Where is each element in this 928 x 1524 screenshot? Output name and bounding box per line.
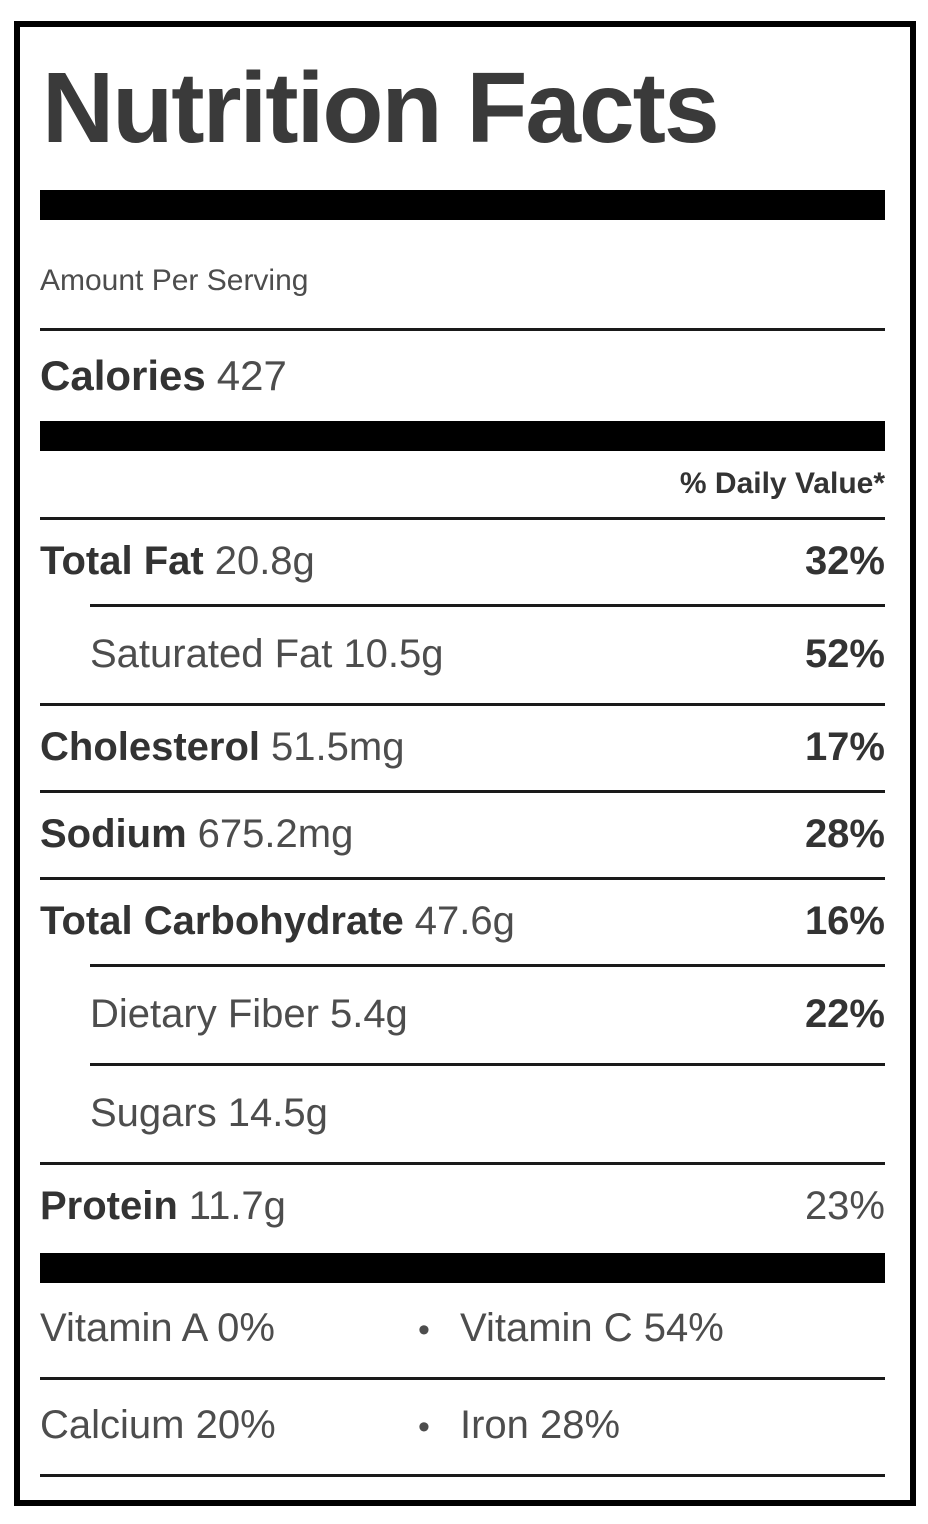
nutrient-daily-value: 16%: [804, 899, 885, 943]
nutrient-amount: 11.7g: [188, 1184, 286, 1228]
nutrient-text: Protein 11.7g: [40, 1185, 286, 1227]
divider: [40, 790, 885, 793]
nutrient-daily-value: 52%: [804, 632, 885, 676]
divider: [40, 328, 885, 331]
divider: [40, 877, 885, 880]
nutrient-row-dietary-fiber: Dietary Fiber 5.4g 22%: [40, 967, 885, 1063]
nutrient-daily-value: 17%: [804, 725, 885, 769]
divider: [40, 1474, 885, 1477]
calories-value: 427: [216, 352, 287, 399]
nutrient-row-sodium: Sodium 675.2mg 28%: [40, 793, 885, 877]
nutrient-name: Dietary Fiber: [90, 992, 319, 1036]
daily-value-header: % Daily Value*: [679, 467, 885, 500]
nutrient-text: Dietary Fiber 5.4g: [90, 993, 408, 1035]
divider-indented: [90, 964, 885, 967]
divider-indented: [90, 604, 885, 607]
nutrient-amount: 51.5mg: [271, 725, 405, 769]
divider: [40, 1377, 885, 1380]
nutrient-row-protein: Protein 11.7g 23%: [40, 1165, 885, 1249]
bullet-separator: •: [418, 1311, 430, 1349]
nutrient-name: Saturated Fat: [90, 632, 333, 676]
bullet-separator: •: [418, 1408, 430, 1446]
nutrient-amount: 10.5g: [343, 632, 444, 676]
nutrient-text: Total Carbohydrate 47.6g: [40, 900, 515, 942]
micronutrient-row-minerals: Calcium 20% • Iron 28%: [40, 1380, 885, 1474]
nutrient-name: Cholesterol: [40, 725, 261, 769]
divider: [40, 1162, 885, 1165]
nutrient-row-saturated-fat: Saturated Fat 10.5g 52%: [40, 607, 885, 703]
label-title: Nutrition Facts: [42, 52, 720, 164]
nutrient-row-sugars: Sugars 14.5g: [40, 1066, 885, 1162]
nutrient-daily-value: 28%: [804, 812, 885, 856]
thick-separator-bar: [40, 190, 885, 220]
nutrient-amount: 47.6g: [414, 899, 515, 943]
divider: [40, 703, 885, 706]
nutrient-name: Sodium: [40, 812, 187, 856]
calories-row: Calories 427: [40, 353, 885, 399]
divider-indented: [90, 1063, 885, 1066]
nutrient-text: Total Fat 20.8g: [40, 540, 315, 582]
nutrient-daily-value: 22%: [804, 992, 885, 1036]
nutrient-amount: 14.5g: [227, 1091, 328, 1135]
nutrient-name: Sugars: [90, 1091, 217, 1135]
thick-separator-bar: [40, 421, 885, 451]
nutrient-text: Saturated Fat 10.5g: [90, 633, 443, 675]
micronutrient-row-vitamins: Vitamin A 0% • Vitamin C 54%: [40, 1283, 885, 1377]
nutrient-amount: 20.8g: [214, 539, 315, 583]
divider: [40, 517, 885, 520]
thick-separator-bar: [40, 1253, 885, 1283]
micronutrient-left: Vitamin A 0%: [40, 1306, 275, 1350]
nutrient-name: Total Fat: [40, 539, 204, 583]
nutrient-amount: 675.2mg: [197, 812, 354, 856]
micronutrient-right: Iron 28%: [460, 1403, 621, 1447]
calories-label: Calories: [40, 352, 206, 399]
nutrient-text: Sugars 14.5g: [90, 1092, 328, 1134]
nutrient-name: Protein: [40, 1184, 178, 1228]
nutrient-text: Cholesterol 51.5mg: [40, 726, 404, 768]
nutrient-daily-value: 23%: [804, 1184, 885, 1228]
nutrient-name: Total Carbohydrate: [40, 899, 404, 943]
nutrient-row-total-fat: Total Fat 20.8g 32%: [40, 520, 885, 604]
nutrient-row-cholesterol: Cholesterol 51.5mg 17%: [40, 706, 885, 790]
micronutrient-right: Vitamin C 54%: [460, 1306, 724, 1350]
micronutrient-left: Calcium 20%: [40, 1403, 276, 1447]
nutrition-facts-label: Nutrition Facts Amount Per Serving Calor…: [14, 21, 916, 1506]
nutrient-row-total-carbohydrate: Total Carbohydrate 47.6g 16%: [40, 880, 885, 964]
amount-per-serving-label: Amount Per Serving: [40, 264, 309, 297]
nutrient-text: Sodium 675.2mg: [40, 813, 353, 855]
nutrient-amount: 5.4g: [329, 992, 408, 1036]
nutrient-daily-value: 32%: [804, 539, 885, 583]
